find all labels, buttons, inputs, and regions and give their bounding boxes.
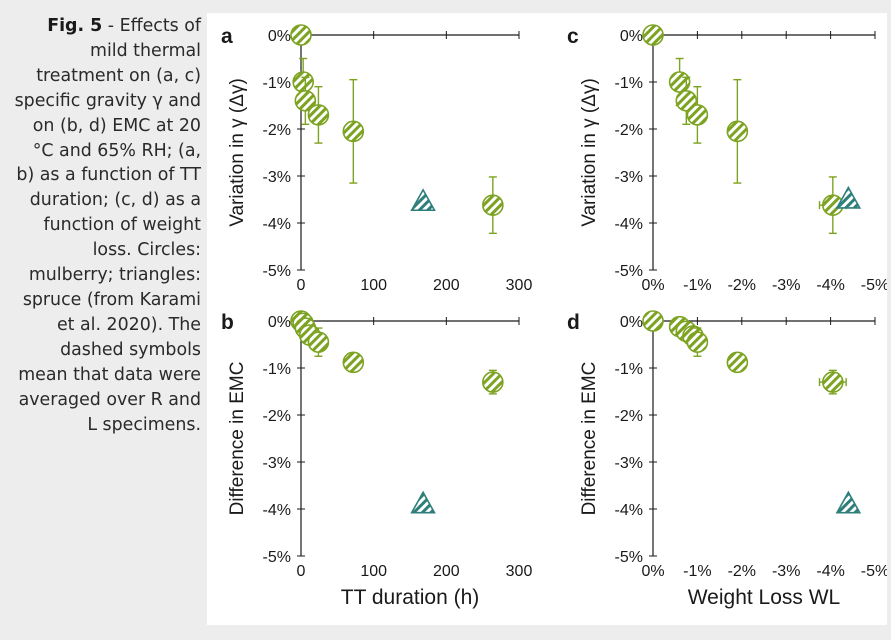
x-axis-label: Weight Loss WL [688,586,841,609]
y-tick-label: 0% [620,28,643,45]
mulberry-point [686,104,709,126]
y-tick-label: -5% [263,549,291,566]
spruce-point [410,490,436,514]
chart-panel-c: c 0%-1%-2%-3%-4%-5%0% -1% -2% -3% -4% -5%Varia… [567,24,887,294]
y-tick-label: -4% [615,216,643,233]
figure-caption: Fig. 5 - Effects of mild thermal treatme… [12,14,201,437]
mulberry-point [642,24,664,46]
x-tick-label: -4% [816,563,844,580]
y-tick-label: -4% [615,502,643,519]
mulberry-point [307,104,330,126]
x-tick-label: 200 [433,277,460,294]
mulberry-point [342,120,365,143]
panel-letter-d: d [567,311,580,334]
x-tick-label: 300 [506,277,533,294]
mulberry-point [482,371,504,393]
y-axis-label: Difference in EMC [579,362,600,516]
y-tick-label: -2% [615,122,643,139]
y-tick-label: -4% [263,216,291,233]
y-tick-label: -2% [263,408,291,425]
y-axis-label: Variation in γ (Δγ) [579,78,600,227]
mulberry-point [726,351,749,374]
x-tick-label: -1% [683,563,711,580]
mulberry-point [307,331,330,353]
y-tick-label: 0% [268,314,291,331]
spruce-point [410,188,436,212]
chart-panel-b: b 0% -1% -2% -3% -4% -5% 0 100 200 300 Difference i… [221,310,533,609]
caption-text: - Effects of mild thermal treatment on (… [14,16,201,435]
y-tick-label: -5% [263,263,291,280]
y-tick-label: -2% [263,122,291,139]
y-axis-label: Variation in γ (Δγ) [227,78,248,227]
x-axis-label: TT duration (h) [341,586,480,609]
figure-chart: a 0% -1% -2% -3% -4% -5% 0 100 200 300 Variation in… [221,24,887,609]
y-tick-label: -2% [615,408,643,425]
x-tick-label: -1% [683,277,711,294]
x-tick-label: -2% [728,277,756,294]
y-tick-label: 0% [620,314,643,331]
x-tick-label: 0% [641,563,664,580]
x-tick-label: -4% [816,277,844,294]
x-tick-label: -2% [728,563,756,580]
mulberry-point [292,71,314,93]
figure-label: Fig. 5 [47,16,103,36]
panel-letter-c: c [567,25,579,48]
x-tick-label: 100 [360,277,387,294]
mulberry-point [342,351,365,374]
spruce-point [835,490,862,514]
x-tick-label: 0% [641,277,664,294]
mulberry-point [294,90,317,112]
x-tick-label: 300 [506,563,533,580]
y-tick-label: -5% [615,263,643,280]
y-tick-label: -4% [263,502,291,519]
figure-panel: a 0% -1% -2% -3% -4% -5% 0 100 200 300 Variation in… [207,13,887,625]
x-tick-label: -5% [861,563,887,580]
y-tick-label: -3% [615,169,643,186]
x-tick-label: -5% [861,277,887,294]
spruce-point [835,185,862,209]
chart-panel-d: d 0%-1%-2%-3%-4%-5%0% -1% -2% -3% -4% -5%Diffe… [567,310,887,609]
mulberry-point [675,90,698,112]
panel-letter-a: a [221,25,233,48]
y-tick-label: -1% [263,361,291,378]
panel-letter-b: b [221,311,234,334]
y-tick-label: 0% [268,28,291,45]
x-tick-label: 200 [433,563,460,580]
x-tick-label: 100 [360,563,387,580]
x-tick-label: 0 [297,277,306,294]
x-tick-label: 0 [297,563,306,580]
mulberry-point [642,310,664,332]
x-tick-label: -3% [772,563,800,580]
mulberry-point [822,371,844,393]
y-axis-label: Difference in EMC [227,362,248,516]
mulberry-point [726,120,749,143]
y-tick-label: -3% [263,169,291,186]
mulberry-point [686,331,709,353]
mulberry-point [290,24,312,46]
y-tick-label: -3% [263,455,291,472]
y-tick-label: -1% [615,361,643,378]
y-tick-label: -1% [615,75,643,92]
y-tick-label: -5% [615,549,643,566]
y-tick-label: -1% [263,75,291,92]
x-tick-label: -3% [772,277,800,294]
chart-panel-a: a 0% -1% -2% -3% -4% -5% 0 100 200 300 Variation in… [221,24,533,294]
mulberry-point [482,194,504,216]
y-tick-label: -3% [615,455,643,472]
